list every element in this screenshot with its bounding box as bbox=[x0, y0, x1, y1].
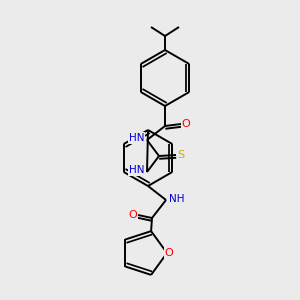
Text: O: O bbox=[182, 119, 190, 129]
Text: O: O bbox=[165, 248, 173, 258]
Text: HN: HN bbox=[128, 165, 144, 175]
Text: O: O bbox=[129, 210, 137, 220]
Text: HN: HN bbox=[128, 133, 144, 143]
Text: S: S bbox=[177, 150, 184, 160]
Text: NH: NH bbox=[169, 194, 184, 204]
